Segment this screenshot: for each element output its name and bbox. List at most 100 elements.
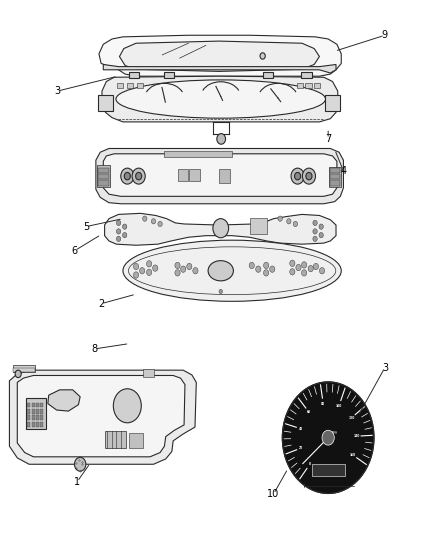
Bar xyxy=(330,174,340,179)
Text: 80: 80 xyxy=(321,401,325,406)
Circle shape xyxy=(124,172,131,180)
Bar xyxy=(301,72,311,78)
Circle shape xyxy=(113,389,141,423)
Circle shape xyxy=(187,263,192,270)
Polygon shape xyxy=(99,35,341,76)
Circle shape xyxy=(123,224,127,229)
Bar xyxy=(32,409,35,414)
Bar xyxy=(189,168,200,181)
Bar xyxy=(127,83,134,88)
Text: 160: 160 xyxy=(350,453,356,457)
Polygon shape xyxy=(48,390,80,411)
Polygon shape xyxy=(120,41,319,71)
Circle shape xyxy=(132,168,145,184)
Bar xyxy=(98,167,109,173)
Polygon shape xyxy=(10,370,196,464)
Bar xyxy=(314,83,320,88)
Circle shape xyxy=(319,232,323,238)
Circle shape xyxy=(264,270,269,276)
Bar xyxy=(36,409,39,414)
Bar xyxy=(40,409,43,414)
Text: 40: 40 xyxy=(299,427,303,431)
Circle shape xyxy=(117,236,121,241)
Circle shape xyxy=(152,265,158,271)
Circle shape xyxy=(291,168,304,184)
Text: 100: 100 xyxy=(336,403,342,408)
Bar xyxy=(32,415,35,420)
Circle shape xyxy=(136,172,142,180)
Text: 140: 140 xyxy=(353,434,360,438)
Circle shape xyxy=(143,216,147,221)
Circle shape xyxy=(117,220,121,225)
Circle shape xyxy=(260,53,265,59)
Bar xyxy=(97,165,110,187)
Bar xyxy=(27,415,30,420)
Bar xyxy=(26,398,46,429)
Text: MPH: MPH xyxy=(332,431,338,435)
Bar xyxy=(130,433,144,448)
Ellipse shape xyxy=(116,80,325,118)
Circle shape xyxy=(319,268,325,274)
Circle shape xyxy=(213,219,229,238)
Circle shape xyxy=(147,269,152,276)
Circle shape xyxy=(301,262,307,268)
Circle shape xyxy=(147,261,152,267)
Text: 2: 2 xyxy=(98,298,104,309)
Polygon shape xyxy=(103,154,337,196)
Circle shape xyxy=(217,134,226,144)
Bar xyxy=(129,72,139,78)
Circle shape xyxy=(74,457,86,471)
Bar xyxy=(305,83,311,88)
Circle shape xyxy=(175,262,180,269)
Text: 6: 6 xyxy=(72,246,78,255)
Bar xyxy=(40,422,43,426)
Bar xyxy=(36,415,39,420)
Circle shape xyxy=(290,260,295,266)
Bar xyxy=(32,422,35,426)
Circle shape xyxy=(283,382,374,494)
Circle shape xyxy=(256,266,261,272)
Bar xyxy=(27,409,30,414)
Circle shape xyxy=(319,224,323,229)
Bar xyxy=(325,95,340,111)
Text: 20: 20 xyxy=(299,446,303,450)
Text: 120: 120 xyxy=(348,416,355,420)
Circle shape xyxy=(193,268,198,274)
Circle shape xyxy=(249,262,254,269)
Text: 3: 3 xyxy=(54,86,60,96)
Bar xyxy=(163,72,174,78)
Circle shape xyxy=(15,370,21,377)
Bar xyxy=(137,83,143,88)
Text: 7: 7 xyxy=(325,134,331,144)
Bar xyxy=(263,72,273,78)
Bar xyxy=(330,167,340,173)
Circle shape xyxy=(313,220,317,225)
Text: 3: 3 xyxy=(382,362,388,373)
Bar xyxy=(98,180,109,185)
Bar xyxy=(311,464,345,476)
Bar xyxy=(27,422,30,426)
Circle shape xyxy=(123,232,127,238)
Text: 4: 4 xyxy=(340,166,346,176)
Polygon shape xyxy=(17,375,185,457)
Circle shape xyxy=(313,229,317,234)
Circle shape xyxy=(158,221,162,227)
Bar xyxy=(250,217,267,233)
Bar xyxy=(36,402,39,407)
Bar xyxy=(13,368,35,372)
Text: 0: 0 xyxy=(309,462,311,466)
Text: 60: 60 xyxy=(307,410,311,414)
Polygon shape xyxy=(103,64,336,73)
Bar xyxy=(219,169,230,182)
Ellipse shape xyxy=(208,261,233,281)
Bar xyxy=(27,402,30,407)
Circle shape xyxy=(302,168,315,184)
Circle shape xyxy=(306,172,312,180)
Text: 10: 10 xyxy=(268,489,280,499)
Circle shape xyxy=(270,266,275,272)
Polygon shape xyxy=(105,213,336,245)
Circle shape xyxy=(219,289,223,294)
Circle shape xyxy=(134,263,139,270)
Bar xyxy=(98,174,109,179)
Circle shape xyxy=(278,216,283,221)
